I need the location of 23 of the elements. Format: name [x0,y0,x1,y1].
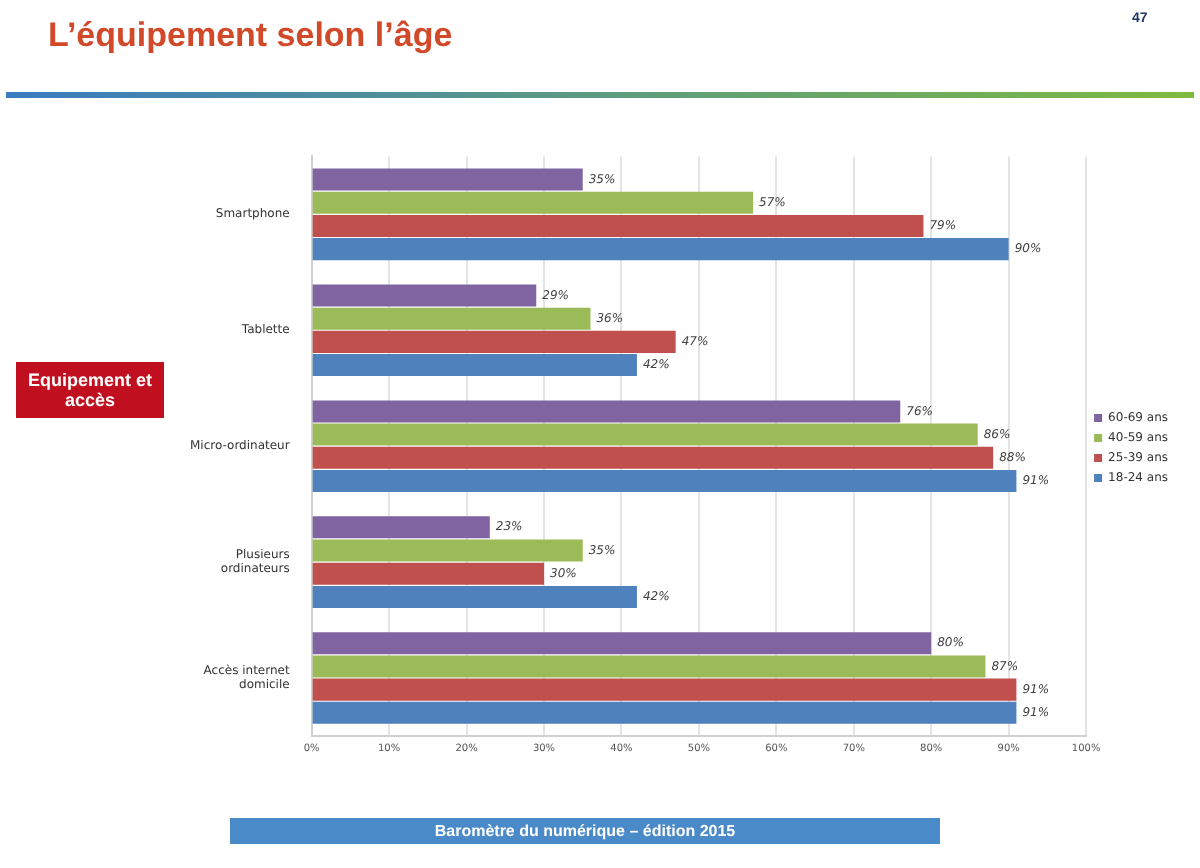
bar [312,678,1017,701]
chart-title: L’équipement selon l’âge [48,16,453,56]
bar [312,168,583,191]
bar [312,562,544,585]
bar [312,400,901,423]
bar [312,539,583,562]
bar [312,354,637,377]
bar [312,238,1009,261]
bar [312,423,978,446]
text: Equipement et accès [16,362,164,418]
bar [312,446,994,469]
bar [312,307,591,330]
bar [312,469,1017,492]
bar [312,585,637,608]
bar [312,191,754,214]
bar [312,284,537,307]
bar [312,632,932,655]
bar [312,701,1017,724]
bar [312,330,676,353]
bar [312,214,924,237]
bar [312,516,490,539]
bar [312,655,986,678]
text: Baromètre du numérique – édition 2015 [230,818,940,844]
